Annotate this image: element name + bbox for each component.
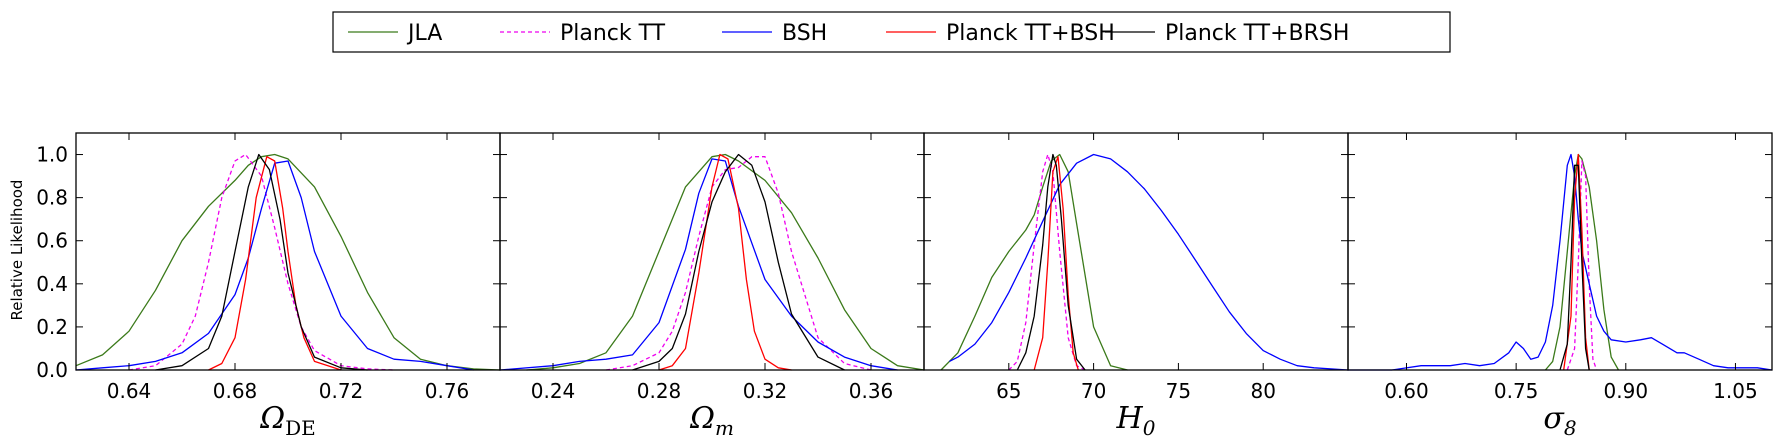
x-axis-label-main: σ [1543, 401, 1565, 436]
legend: JLA Planck TT BSH Planck TT+BSH Planck TT+BR… [332, 11, 1451, 53]
series-line-jla [75, 153, 501, 371]
panel-frame [1347, 132, 1773, 371]
y-tick-label: 0.6 [36, 229, 68, 253]
series-line-bsh [499, 158, 898, 371]
series-line-jla [940, 153, 1128, 371]
legend-label: Planck TT+BRSH [1165, 21, 1349, 46]
x-axis-label: σ8 [1543, 401, 1576, 438]
series-line-planck-tt-brsh [1559, 164, 1590, 371]
x-axis-label: H0 [1116, 401, 1156, 438]
x-tick-label: 0.24 [531, 379, 576, 403]
series-line-planck-tt-bsh [658, 153, 792, 371]
x-axis-label-main: Ω [259, 401, 285, 436]
x-axis-label-sub: DE [285, 416, 316, 438]
x-tick-label: 0.32 [743, 379, 788, 403]
series-line-planck-tt [1008, 153, 1086, 371]
x-tick-label: 0.64 [107, 379, 152, 403]
x-tick-label: 0.68 [213, 379, 258, 403]
x-axis-label: ΩDE [259, 401, 316, 438]
x-tick-label: 0.72 [319, 379, 364, 403]
legend-label: Planck TT+BSH [946, 21, 1115, 46]
legend-label: BSH [782, 21, 827, 46]
series-line-planck-tt [605, 156, 872, 371]
x-tick-label: 0.28 [637, 379, 682, 403]
panels: 0.00.20.40.60.81.00.64 0.68 0.72 0.76ΩDE0.2… [36, 132, 1773, 438]
series-line-planck-tt-brsh [1016, 153, 1086, 371]
x-tick-label: 0.75 [1494, 379, 1539, 403]
y-tick-label: 1.0 [36, 143, 68, 167]
series-line-bsh [1348, 153, 1773, 371]
panel-Omega_m: 0.24 0.28 0.32 0.36 Ωm [499, 132, 925, 438]
x-axis-label-sub: m [715, 416, 734, 438]
series-line-jla [1544, 153, 1620, 371]
y-tick-label: 0.8 [36, 186, 68, 210]
panel-curves [75, 153, 501, 371]
x-tick-label: 70 [1081, 379, 1106, 403]
x-axis-label-sub: 8 [1564, 416, 1577, 438]
series-line-bsh [949, 153, 1349, 371]
x-tick-label: 0.76 [425, 379, 470, 403]
panel-curves [940, 153, 1349, 371]
series-line-jla [526, 153, 925, 371]
series-line-planck-tt [1566, 160, 1598, 371]
legend-label: Planck TT [560, 21, 666, 46]
x-axis-label-main: Ω [689, 401, 715, 436]
y-tick-label: 0.0 [36, 358, 68, 382]
panel-sigma_8: 0.60 0.75 0.90 1.05 σ8 [1347, 132, 1773, 438]
panel-H_0: 65 70 75 80 H0 [923, 132, 1349, 438]
x-tick-label: 65 [996, 379, 1021, 403]
x-tick-label: 0.60 [1384, 379, 1429, 403]
series-line-planck-tt-brsh [155, 153, 368, 371]
panel-curves [1348, 153, 1773, 371]
y-axis-label: Relative Likelihood [8, 180, 26, 321]
legend-label: JLA [406, 21, 442, 46]
y-tick-label: 0.4 [36, 272, 68, 296]
panel-Omega_DE: 0.0 0.2 0.4 0.6 0.8 1.0 0.64 0.68 0.72 0.76 ΩDE [36, 132, 501, 438]
series-line-planck-tt [128, 153, 395, 371]
series-line-planck-tt-bsh [1033, 156, 1079, 371]
series-line-planck-tt-bsh [208, 156, 342, 371]
panel-frame [499, 132, 925, 371]
y-tick-label: 0.2 [36, 315, 68, 339]
panel-frame [923, 132, 1349, 371]
x-tick-label: 0.36 [849, 379, 894, 403]
x-axis-label-sub: 0 [1143, 416, 1156, 438]
x-tick-label: 75 [1166, 379, 1191, 403]
x-tick-label: 1.05 [1713, 379, 1758, 403]
x-axis-label-main: H [1116, 401, 1144, 436]
panel-curves [499, 153, 925, 371]
x-tick-label: 80 [1250, 379, 1275, 403]
x-tick-label: 0.90 [1604, 379, 1649, 403]
x-axis-label: Ωm [689, 401, 734, 438]
series-line-planck-tt-brsh [632, 153, 845, 371]
